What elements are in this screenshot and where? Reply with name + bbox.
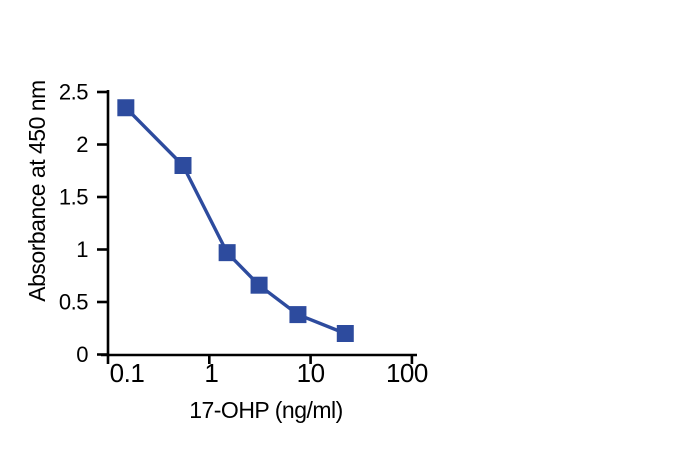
x-tick-label: 100	[386, 358, 428, 388]
data-point-marker	[218, 244, 236, 262]
data-point-marker	[117, 99, 135, 117]
x-tick-label: 10	[297, 358, 325, 388]
y-tick-label: 2	[76, 132, 88, 157]
data-series	[117, 99, 354, 342]
y-axis-title: Absorbance at 450 nm	[24, 80, 50, 301]
data-point-marker	[174, 157, 192, 174]
y-tick-label: 1	[76, 237, 88, 262]
y-tick-label: 0.5	[59, 290, 88, 315]
x-tick-label: 1	[204, 358, 218, 388]
y-tick-label: 2.5	[59, 80, 88, 105]
data-point-marker	[336, 325, 354, 342]
series-line	[124, 106, 346, 336]
data-point-marker	[250, 276, 268, 294]
x-axis-title: 17-OHP (ng/ml)	[189, 397, 343, 423]
data-point-marker	[289, 306, 307, 324]
y-tick-label: 0	[76, 342, 88, 367]
x-tick-label: 0.1	[110, 358, 145, 388]
y-tick-label: 1.5	[59, 185, 88, 210]
axes: 0.1 1 10 100 0 0.5 1 1.5 2 2.5	[59, 80, 428, 389]
